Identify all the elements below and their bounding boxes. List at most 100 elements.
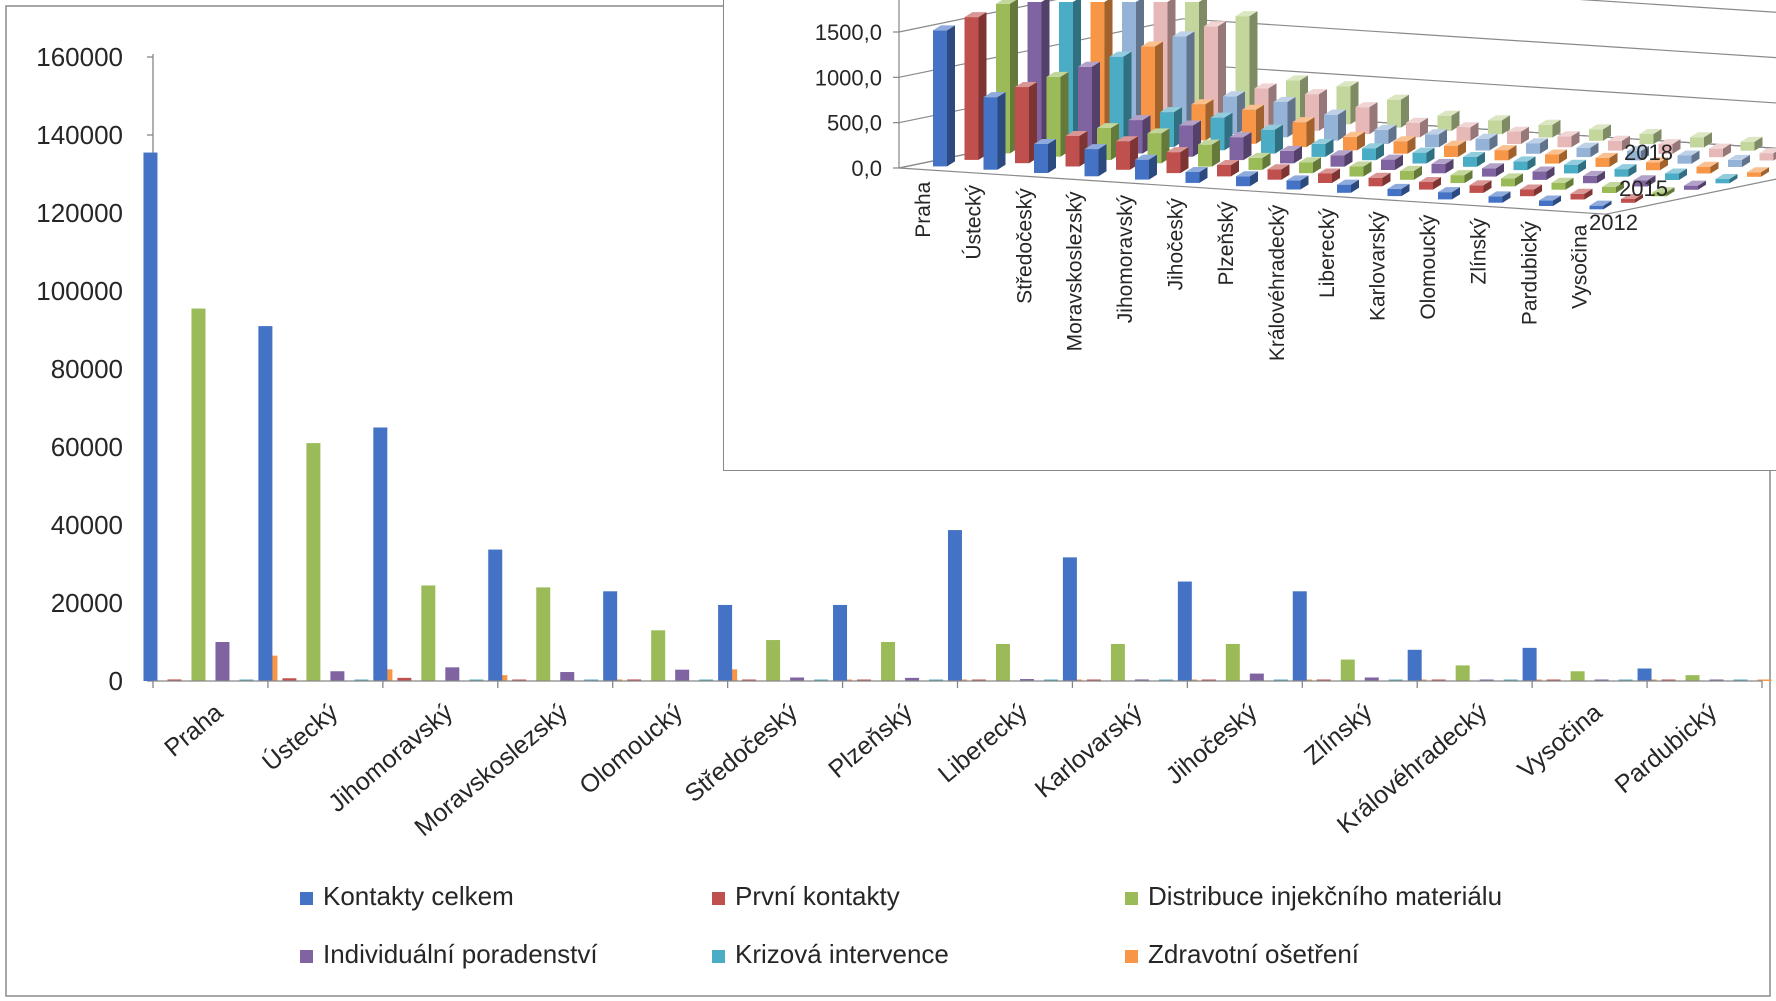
inset-gridline [1182,63,1776,104]
inset-bar [1709,143,1731,158]
inset-bar [1444,140,1466,157]
y-tick-label: 60000 [51,432,123,462]
bar [1364,677,1379,681]
inset-bar [1172,31,1195,131]
bar [1316,679,1331,681]
inset-bar [1343,131,1365,151]
bar [167,679,182,681]
inset-bar [1747,167,1769,177]
legend-swatch [1125,950,1138,963]
inset-bar [1501,173,1523,187]
inset-bar [1381,154,1403,170]
inset-bar [1324,109,1346,141]
inset-bar [983,92,1006,170]
inset-x-tick-label: Zlínský [1468,217,1491,284]
bar [675,669,690,681]
inset-bar [1393,136,1416,154]
bar [1019,679,1034,681]
inset-bar [1564,159,1586,174]
inset-bar [1539,195,1561,206]
inset-bar [1185,167,1208,183]
bar [814,679,829,681]
bar [306,443,321,681]
inset-bar [933,25,955,167]
inset-bar [1280,145,1302,164]
inset-bar [1147,128,1170,164]
bar [1546,679,1561,681]
inset-bar [1513,156,1536,171]
bar [1086,679,1101,681]
y-tick-label: 160000 [36,42,123,72]
inset-depth-axis: 2018 2015 2012 [1589,140,1673,235]
bar [1637,668,1652,681]
inset-bar [1526,138,1548,154]
legend-swatch [300,950,313,963]
inset-bar [1551,177,1574,190]
inset-x-tick-label: Liberecký [1316,208,1339,298]
inset-bar [1633,175,1656,187]
bar [603,591,618,681]
inset-x-tick-label: Jihočeský [1165,198,1188,291]
inset-y-axis: 0,0 500,0 1000,0 1500,0 [815,0,900,181]
inset-bar [1406,117,1428,138]
bar [1134,679,1149,681]
inset-x-tick-label: Karlovarský [1367,211,1390,321]
y-tick-label: 20000 [51,588,123,618]
bar-series [143,152,1772,682]
inset-bar [1608,135,1630,151]
inset-gridline [1182,18,1776,59]
y-tick-label: 140000 [36,120,123,150]
bar [191,308,206,681]
inset-x-tick-label: Plzeňský [1215,201,1238,286]
bar [560,672,575,681]
inset-x-tick-label: Středočeský [1013,188,1036,304]
inset-3d-bar-chart: 0,0 500,0 1000,0 1500,0 Praha Ústecký Středoč… [723,0,1776,471]
inset-x-tick-label: Olomoucký [1417,214,1440,320]
inset-bar [1595,152,1618,167]
inset-bar [1520,184,1542,197]
inset-x-axis: Praha Ústecký Středočeský Moravskoslezský Ji… [912,181,1592,361]
inset-bar [1639,128,1662,145]
bar [627,679,642,681]
legend-label: Distribuce injekčního materiálu [1148,881,1502,911]
bar [742,679,757,681]
bar [766,640,781,681]
inset-bar [1349,161,1372,177]
inset-bar [1463,152,1485,167]
bar [1110,643,1125,681]
legend-label: Individuální poradenství [323,939,598,969]
inset-bar [1589,124,1611,141]
inset-bar [1267,164,1290,180]
inset-bar [1759,148,1776,161]
bar [488,549,503,681]
inset-y-tick-label: 1000,0 [815,65,882,90]
inset-bar [1456,122,1479,141]
bar [699,679,714,681]
bar [282,678,297,681]
y-tick-label: 0 [109,666,123,696]
inset-bar [1507,126,1529,144]
inset-bar [1261,124,1283,154]
bar [330,671,345,681]
legend-label: Krizová intervence [735,939,949,969]
inset-bar [1740,136,1763,151]
inset-bar [1166,147,1189,174]
bar [584,679,599,681]
inset-x-tick-label: Královéhradecký [1266,204,1289,361]
bar [790,677,805,681]
bar [354,679,369,681]
bar [995,643,1010,681]
bar [881,642,896,681]
inset-bar [1400,165,1422,180]
bar [971,679,986,681]
inset-bar [1488,191,1511,203]
inset-y-tick-label: 1500,0 [815,20,882,45]
inset-bar [1229,132,1252,161]
bar [258,326,273,681]
inset-x-tick-label: Moravskoslezský [1064,191,1087,351]
bar [905,677,920,681]
inset-bar [1248,152,1271,170]
legend: Kontakty celkem První kontakty Distribuce … [300,881,1502,969]
bar [1062,557,1077,681]
inset-bar [1728,154,1750,167]
